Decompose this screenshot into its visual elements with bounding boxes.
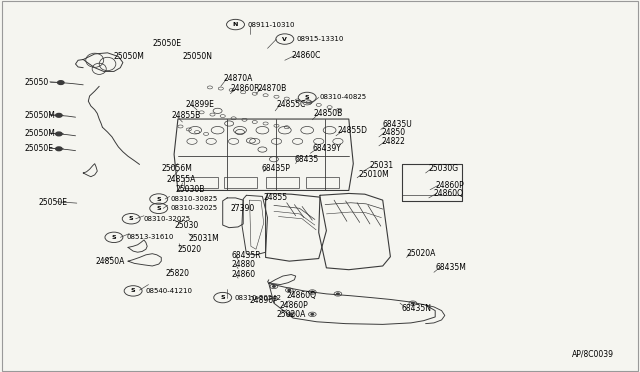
Text: 24850B: 24850B [314,109,343,118]
Text: 24860: 24860 [232,270,256,279]
Text: 24870B: 24870B [257,84,287,93]
Text: 24860Q: 24860Q [434,189,464,198]
Text: 68435R: 68435R [232,251,261,260]
Text: 08540-41210: 08540-41210 [145,288,192,294]
Text: 08310-32025: 08310-32025 [171,205,218,211]
Text: 24860C: 24860C [291,51,321,60]
Text: 24855A: 24855A [166,175,196,184]
Text: 24850A: 24850A [96,257,125,266]
Text: 24855: 24855 [264,193,288,202]
Text: 25050E: 25050E [24,144,53,153]
Text: 25020A: 25020A [406,249,436,258]
Text: 68435: 68435 [294,155,319,164]
Circle shape [290,314,292,315]
Text: S: S [156,206,161,211]
Text: 25050E: 25050E [152,39,181,48]
Text: S: S [305,95,310,100]
Text: 24880: 24880 [232,260,256,269]
Text: 24855C: 24855C [276,100,306,109]
Text: 68435M: 68435M [435,263,466,272]
Text: 25050M: 25050M [24,111,55,120]
Text: S: S [111,235,116,240]
Text: 25010M: 25010M [358,170,389,179]
Text: 25020A: 25020A [276,310,306,319]
Text: 68435U: 68435U [383,120,412,129]
Circle shape [273,286,275,287]
Text: 08310-40825: 08310-40825 [319,94,367,100]
Text: 25050M: 25050M [114,52,145,61]
Text: 25050N: 25050N [182,52,212,61]
Text: S: S [131,288,136,294]
Text: 25050M: 25050M [24,129,55,138]
Text: 24860Q: 24860Q [287,291,317,300]
Circle shape [56,147,62,151]
Text: 24899E: 24899E [186,100,214,109]
Text: N: N [233,22,238,27]
Text: 24850: 24850 [381,128,406,137]
Circle shape [412,302,414,304]
Text: S: S [156,196,161,202]
Text: 08513-31610: 08513-31610 [126,234,173,240]
Text: AP/8C0039: AP/8C0039 [572,350,614,359]
Circle shape [337,293,339,295]
Text: 25031: 25031 [370,161,394,170]
Text: 25020: 25020 [178,245,202,254]
Text: 24855B: 24855B [172,111,201,120]
Text: 25030B: 25030B [176,185,205,194]
Text: 68435N: 68435N [402,304,432,312]
Text: 25031M: 25031M [189,234,220,243]
Text: 25820: 25820 [165,269,189,278]
Text: 08310-30825: 08310-30825 [171,196,218,202]
Text: 24860P: 24860P [435,181,464,190]
Text: 25030G: 25030G [429,164,459,173]
Text: 25056M: 25056M [162,164,193,173]
Text: 68439Y: 68439Y [312,144,341,153]
Text: 24822: 24822 [381,137,405,146]
Circle shape [311,314,314,315]
Text: S: S [129,216,134,221]
Text: 24870A: 24870A [224,74,253,83]
Text: 25050: 25050 [24,78,49,87]
Text: 08310-32025: 08310-32025 [143,216,191,222]
Text: 24855D: 24855D [338,126,368,135]
Text: 68435P: 68435P [261,164,290,173]
Text: 25050E: 25050E [38,198,67,207]
Text: 08915-13310: 08915-13310 [297,36,344,42]
Text: 27390: 27390 [230,204,255,213]
Circle shape [288,289,291,291]
Circle shape [56,113,62,117]
Text: 25030: 25030 [174,221,198,230]
Text: V: V [282,36,287,42]
Text: 24860P: 24860P [279,301,308,310]
Text: S: S [220,295,225,300]
Circle shape [58,81,64,84]
Circle shape [311,291,314,293]
Circle shape [56,132,62,136]
Text: 24860R: 24860R [230,84,260,93]
Text: 24896P: 24896P [250,296,278,305]
Text: 08310-20542: 08310-20542 [235,295,282,301]
Text: 08911-10310: 08911-10310 [248,22,295,28]
